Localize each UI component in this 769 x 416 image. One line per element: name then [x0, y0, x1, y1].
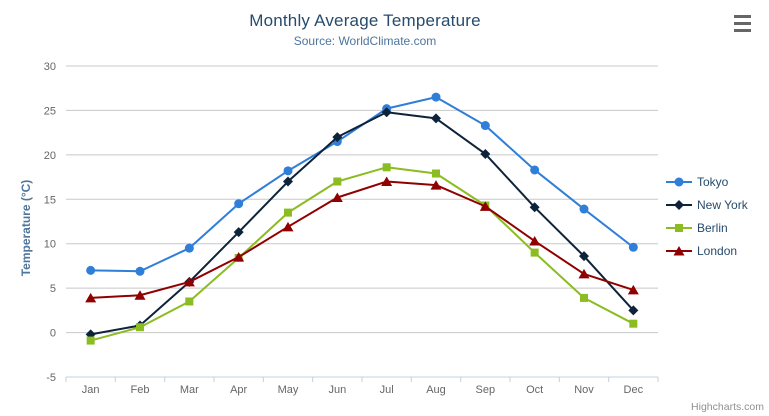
- data-point[interactable]: [529, 236, 541, 246]
- data-point[interactable]: [431, 113, 441, 124]
- hamburger-icon: [733, 15, 751, 18]
- x-axis-label: Jun: [328, 384, 346, 396]
- legend-item-new-york[interactable]: New York: [666, 197, 748, 213]
- data-point[interactable]: [85, 292, 97, 303]
- data-point[interactable]: [382, 163, 391, 172]
- y-axis-label: 25: [44, 105, 56, 117]
- data-point[interactable]: [381, 107, 392, 118]
- y-axis-label: -5: [46, 372, 56, 384]
- data-point[interactable]: [283, 166, 293, 176]
- data-point[interactable]: [628, 305, 639, 316]
- data-point[interactable]: [332, 132, 343, 143]
- x-axis-label: Mar: [180, 384, 199, 396]
- series-line: [90, 111, 635, 336]
- data-point[interactable]: [480, 121, 490, 131]
- series-line: [90, 96, 634, 273]
- x-axis-label: Apr: [230, 384, 247, 396]
- data-point[interactable]: [530, 248, 539, 257]
- x-axis-label: Aug: [426, 384, 446, 396]
- hamburger-icon: [733, 22, 751, 25]
- highcharts-credits[interactable]: Highcharts.com: [691, 401, 764, 413]
- data-point[interactable]: [233, 227, 244, 238]
- data-point[interactable]: [185, 297, 194, 306]
- data-point[interactable]: [234, 199, 244, 209]
- data-point[interactable]: [86, 265, 96, 275]
- data-point[interactable]: [480, 148, 491, 159]
- data-point[interactable]: [629, 319, 638, 328]
- legend-label: Tokyo: [697, 175, 729, 189]
- diamond-marker-icon: [666, 200, 692, 210]
- x-axis-label: Oct: [526, 384, 543, 396]
- x-axis-label: Nov: [574, 384, 594, 396]
- y-axis-label: 20: [44, 150, 56, 162]
- chart-subtitle: Source: WorldClimate.com: [293, 34, 437, 48]
- legend-item-berlin[interactable]: Berlin: [666, 220, 748, 236]
- data-point[interactable]: [627, 284, 639, 295]
- data-point[interactable]: [136, 323, 144, 332]
- data-point[interactable]: [134, 290, 146, 300]
- export-menu-button[interactable]: [731, 14, 753, 33]
- legend-label: Berlin: [697, 221, 728, 235]
- data-point[interactable]: [529, 202, 540, 213]
- data-point[interactable]: [628, 242, 638, 252]
- x-axis-label: Dec: [624, 384, 644, 396]
- x-axis-label: Jan: [82, 384, 100, 396]
- data-point[interactable]: [580, 293, 588, 302]
- data-point[interactable]: [431, 92, 441, 102]
- data-point[interactable]: [579, 251, 589, 262]
- y-axis-label: 0: [50, 328, 56, 340]
- x-axis-label: Feb: [131, 384, 150, 396]
- data-point[interactable]: [183, 276, 195, 287]
- series-new-york: [85, 107, 639, 340]
- x-axis-label: May: [278, 384, 299, 396]
- chart-title: Monthly Average Temperature: [249, 11, 481, 30]
- data-point[interactable]: [333, 177, 342, 186]
- y-axis-label: 5: [50, 283, 56, 295]
- series-line: [90, 180, 634, 299]
- y-axis-label: 10: [44, 239, 56, 251]
- legend-item-tokyo[interactable]: Tokyo: [666, 174, 748, 190]
- data-point[interactable]: [578, 268, 590, 279]
- legend-item-london[interactable]: London: [666, 243, 748, 259]
- x-axis-label: Sep: [476, 384, 496, 396]
- series-tokyo: [86, 92, 638, 276]
- legend-label: New York: [697, 198, 748, 212]
- square-marker-icon: [666, 224, 692, 232]
- triangle-marker-icon: [666, 246, 692, 256]
- x-axis-label: Jul: [380, 384, 394, 396]
- y-axis-label: 30: [44, 61, 56, 73]
- data-point[interactable]: [233, 252, 245, 262]
- data-point[interactable]: [430, 180, 442, 190]
- data-point[interactable]: [184, 243, 194, 253]
- y-axis-label: 15: [44, 194, 56, 206]
- data-point[interactable]: [530, 165, 540, 175]
- data-point[interactable]: [284, 208, 292, 217]
- data-point[interactable]: [381, 176, 393, 187]
- data-point[interactable]: [331, 192, 343, 203]
- series-line: [90, 166, 634, 342]
- data-point[interactable]: [135, 266, 145, 276]
- hamburger-icon: [733, 29, 751, 32]
- data-point[interactable]: [579, 204, 589, 214]
- circle-marker-icon: [666, 177, 692, 187]
- legend: Tokyo New York Berlin London: [666, 174, 748, 266]
- series-london: [85, 176, 639, 303]
- data-point[interactable]: [283, 176, 293, 187]
- legend-label: London: [697, 244, 738, 258]
- data-point[interactable]: [282, 221, 294, 232]
- data-point[interactable]: [479, 201, 491, 211]
- data-point[interactable]: [86, 336, 95, 345]
- data-point[interactable]: [432, 169, 440, 178]
- y-axis-title: Temperature (°C): [19, 179, 33, 277]
